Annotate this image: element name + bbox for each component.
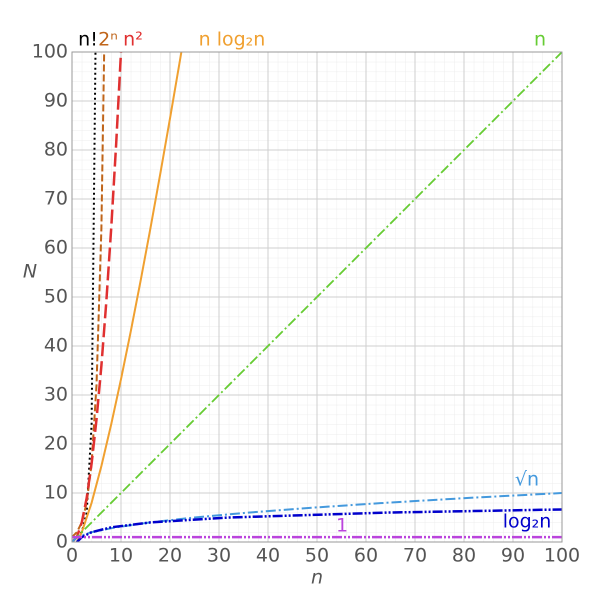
- y-tick-label: 80: [44, 139, 68, 161]
- y-axis-label: N: [23, 261, 37, 283]
- x-tick-label: 80: [452, 545, 476, 567]
- x-tick-label: 70: [403, 545, 427, 567]
- y-tick-label: 60: [44, 237, 68, 259]
- series-line: [72, 52, 562, 542]
- x-tick-label: 40: [256, 545, 280, 567]
- x-tick-label: 20: [158, 545, 182, 567]
- x-axis-label: n: [311, 567, 323, 589]
- series-line: [72, 52, 106, 538]
- series-line: [76, 52, 183, 542]
- y-tick-label: 40: [44, 335, 68, 357]
- y-tick-label: 90: [44, 90, 68, 112]
- series-label: √n: [515, 469, 539, 491]
- series-line: [72, 492, 562, 542]
- y-tick-label: 0: [56, 531, 68, 553]
- y-tick-label: 70: [44, 188, 68, 210]
- x-tick-label: 100: [544, 545, 580, 567]
- y-tick-label: 100: [32, 41, 68, 63]
- x-tick-label: 50: [305, 545, 329, 567]
- y-tick-label: 20: [44, 433, 68, 455]
- y-tick-label: 30: [44, 384, 68, 406]
- series-label: n²: [123, 29, 143, 51]
- y-tick-label: 10: [44, 482, 68, 504]
- y-tick-label: 50: [44, 286, 68, 308]
- series-label: n log₂n: [199, 29, 266, 51]
- series-line: [72, 52, 123, 542]
- x-tick-label: 90: [501, 545, 525, 567]
- series-label: log₂n: [503, 511, 552, 533]
- series-line: [76, 508, 562, 542]
- series-label: 2ⁿ: [98, 29, 118, 51]
- x-tick-label: 30: [207, 545, 231, 567]
- series-label: 1: [336, 515, 348, 537]
- plot-frame: [71, 51, 563, 543]
- x-tick-label: 0: [66, 545, 78, 567]
- x-tick-label: 10: [109, 545, 133, 567]
- series-label: n: [534, 29, 546, 51]
- series-label: n!: [78, 29, 98, 51]
- x-tick-label: 60: [354, 545, 378, 567]
